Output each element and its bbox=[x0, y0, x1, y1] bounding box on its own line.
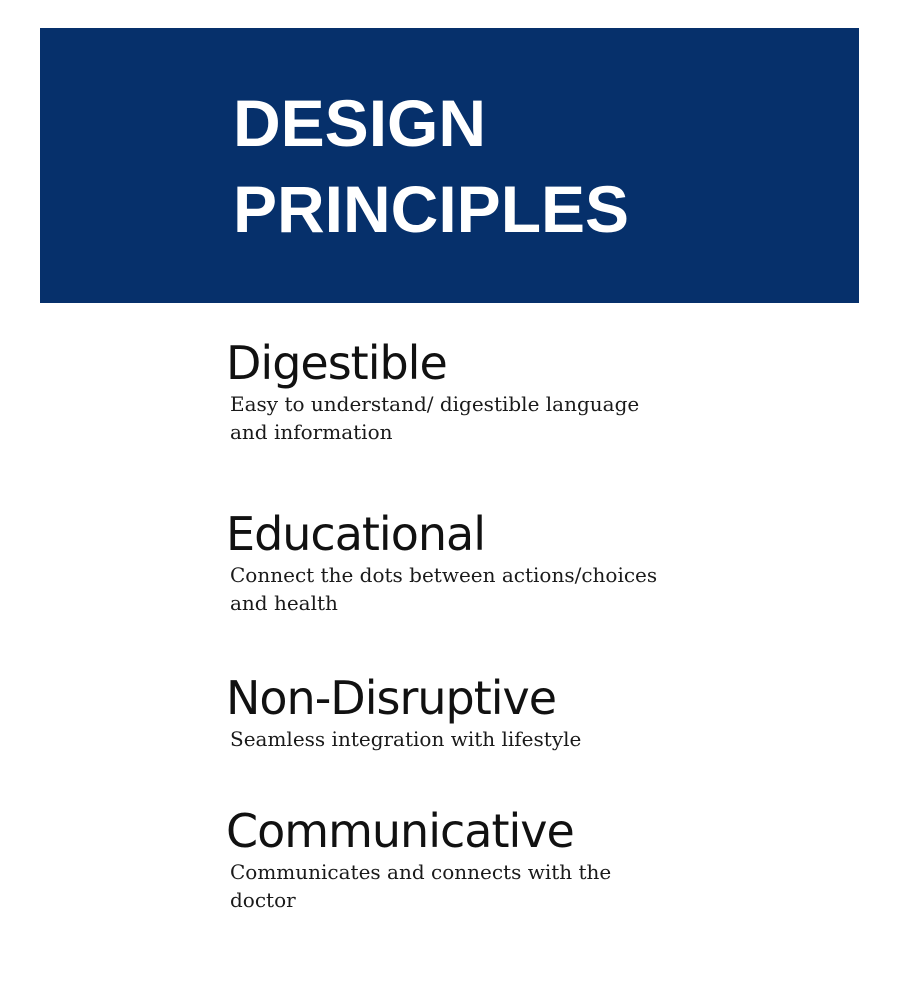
principle-communicative: Communicative Communicates and connects … bbox=[226, 804, 670, 914]
principle-non-disruptive: Non-Disruptive Seamless integration with… bbox=[226, 671, 581, 753]
principle-heading: Non-Disruptive bbox=[226, 671, 557, 725]
page-title-line-2: PRINCIPLES bbox=[233, 172, 630, 246]
principle-description: Communicates and connects with the docto… bbox=[230, 860, 612, 912]
principle-description: Connect the dots between actions/choices… bbox=[230, 563, 658, 615]
page-title: DESIGN PRINCIPLES bbox=[233, 80, 629, 252]
principle-heading: Digestible bbox=[226, 336, 448, 390]
principle-description: Easy to understand/ digestible language … bbox=[230, 392, 640, 444]
principle-heading: Educational bbox=[226, 507, 486, 561]
principle-digestible: Digestible Easy to understand/ digestibl… bbox=[226, 336, 670, 446]
title-banner: DESIGN PRINCIPLES bbox=[40, 28, 859, 303]
principle-heading: Communicative bbox=[226, 804, 575, 858]
principle-educational: Educational Connect the dots between act… bbox=[226, 507, 670, 617]
principle-description: Seamless integration with lifestyle bbox=[230, 727, 582, 751]
page-title-line-1: DESIGN bbox=[233, 86, 487, 160]
